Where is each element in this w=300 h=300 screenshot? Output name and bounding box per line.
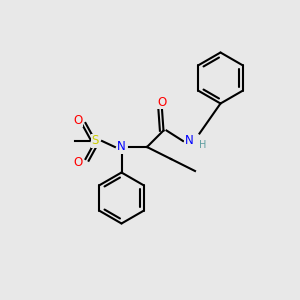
Text: N: N [184, 134, 194, 148]
Text: O: O [158, 95, 166, 109]
Text: S: S [92, 134, 99, 148]
Text: H: H [199, 140, 206, 151]
Text: O: O [74, 113, 82, 127]
Text: O: O [74, 155, 82, 169]
Text: N: N [117, 140, 126, 154]
